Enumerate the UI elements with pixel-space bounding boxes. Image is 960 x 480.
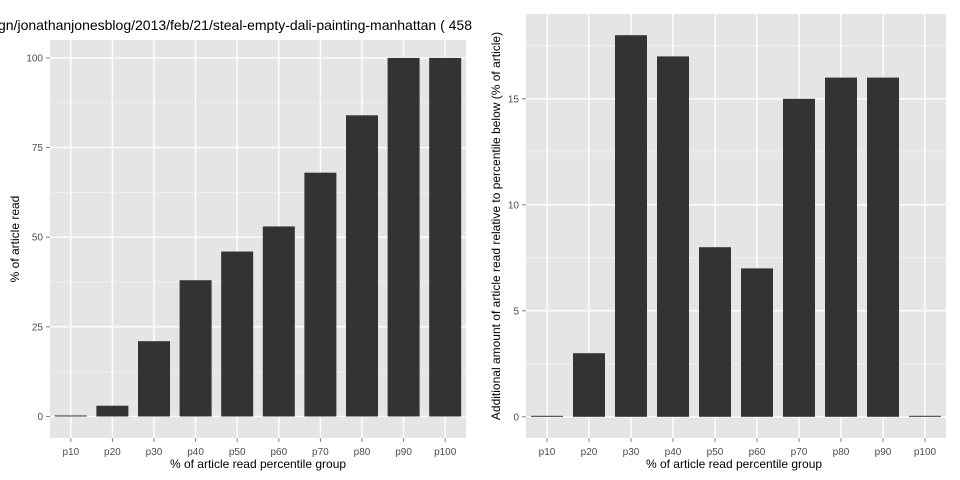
right-y-tick-label: 15 xyxy=(508,94,520,105)
right-x-tick-label-p60: p60 xyxy=(749,447,766,458)
right-bar-p40 xyxy=(657,56,689,417)
left-x-tick-label-p80: p80 xyxy=(354,447,371,458)
left-bar-p70 xyxy=(304,172,337,417)
left-y-axis-title: % of article read xyxy=(8,196,22,283)
right-y-tick-label: 0 xyxy=(513,412,519,423)
right-y-tick-label: 5 xyxy=(513,306,519,317)
right-bar-p90 xyxy=(867,77,899,417)
left-bar-p100 xyxy=(429,57,462,417)
right-bar-p30 xyxy=(615,35,647,417)
left-y-tick-label: 50 xyxy=(32,233,44,244)
left-x-tick-label-p30: p30 xyxy=(146,447,163,458)
right-y-ticks: 0 5 10 15 xyxy=(508,94,526,423)
right-bar-p70 xyxy=(783,98,815,417)
right-x-tick-label-p90: p90 xyxy=(875,447,892,458)
right-x-tick-label-p100: p100 xyxy=(914,447,937,458)
right-x-tick-label-p20: p20 xyxy=(581,447,598,458)
right-x-tick-label-p30: p30 xyxy=(623,447,640,458)
left-y-tick-label: 25 xyxy=(32,322,44,333)
left-x-tick-label-p10: p10 xyxy=(62,447,79,458)
left-y-tick-label: 0 xyxy=(37,412,43,423)
right-x-tick-label-p40: p40 xyxy=(665,447,682,458)
right-x-tick-label-p70: p70 xyxy=(791,447,808,458)
left-x-ticks: p10 p20 p30 p40 p50 p60 p70 p80 p90 p100 xyxy=(62,438,457,458)
left-bar-p60 xyxy=(262,226,295,417)
right-x-tick-label-p10: p10 xyxy=(539,447,556,458)
left-bar-p80 xyxy=(346,115,378,417)
right-bars xyxy=(531,35,941,417)
left-y-ticks: 0 25 50 75 100 xyxy=(26,53,50,423)
left-x-axis-title: % of article read percentile group xyxy=(170,457,346,471)
left-y-tick-label: 100 xyxy=(26,53,43,64)
left-y-tick-label: 75 xyxy=(32,143,44,154)
left-bar-p10 xyxy=(54,415,87,417)
right-y-tick-label: 10 xyxy=(508,200,520,211)
right-x-ticks: p10 p20 p30 p40 p50 p60 p70 p80 p90 p100 xyxy=(539,438,937,458)
left-x-tick-label-p60: p60 xyxy=(270,447,287,458)
left-bar-p50 xyxy=(221,251,254,417)
left-x-tick-label-p40: p40 xyxy=(187,447,204,458)
left-x-tick-label-p70: p70 xyxy=(312,447,329,458)
right-x-axis-title: % of article read percentile group xyxy=(646,457,822,471)
left-chart: gn/jonathanjonesblog/2013/feb/21/steal-e… xyxy=(0,17,472,471)
left-bar-p30 xyxy=(138,341,170,417)
left-x-tick-label-p100: p100 xyxy=(434,447,457,458)
left-bar-p20 xyxy=(96,405,129,417)
left-bars xyxy=(54,57,462,417)
right-bar-p10 xyxy=(531,415,563,417)
right-bar-p60 xyxy=(741,268,773,417)
left-x-tick-label-p50: p50 xyxy=(229,447,246,458)
right-bar-p50 xyxy=(699,247,731,417)
left-bar-p40 xyxy=(179,280,212,417)
right-bar-p20 xyxy=(573,353,605,417)
left-x-tick-label-p20: p20 xyxy=(104,447,121,458)
right-bar-p100 xyxy=(909,415,941,417)
right-bar-p80 xyxy=(825,77,857,417)
right-chart: 0 5 10 15 p10 p20 p30 p40 p50 p60 p70 p80 p90 p100 %… xyxy=(489,14,946,471)
right-y-axis-title: Additional amount of article read relati… xyxy=(489,32,503,420)
right-x-tick-label-p80: p80 xyxy=(833,447,850,458)
left-chart-title: gn/jonathanjonesblog/2013/feb/21/steal-e… xyxy=(0,17,472,33)
left-bar-p90 xyxy=(387,57,420,417)
right-x-tick-label-p50: p50 xyxy=(707,447,724,458)
left-x-tick-label-p90: p90 xyxy=(395,447,412,458)
